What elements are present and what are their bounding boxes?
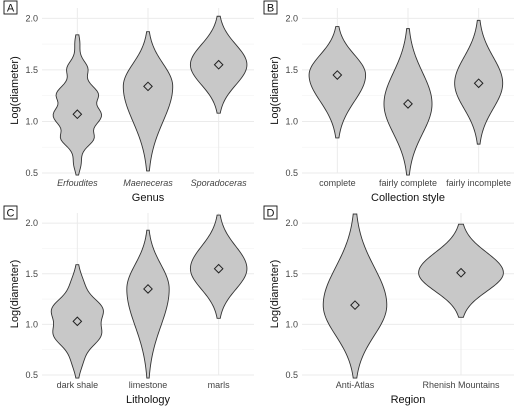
mean-marker — [473, 78, 484, 89]
y-tick-label: 1.0 — [25, 319, 38, 329]
mean-marker — [456, 267, 466, 278]
panel-tag-box — [3, 205, 18, 220]
violin-dark-shale — [50, 264, 104, 379]
y-tick-label: 0.5 — [25, 370, 38, 380]
y-axis-title: Log(diameter) — [269, 56, 281, 124]
x-axis-title: Lithology — [126, 394, 171, 406]
y-tick-label: 2.0 — [285, 13, 298, 23]
y-tick-label: 2.0 — [25, 218, 38, 228]
x-axis-title: Genus — [132, 192, 165, 204]
mean-marker — [350, 300, 360, 311]
x-tick-label: Sporadoceras — [191, 178, 248, 188]
x-tick-label: Erfoudites — [57, 178, 98, 188]
mean-marker — [143, 81, 153, 92]
mean-marker — [72, 316, 83, 327]
y-axis-title: Log(diameter) — [9, 260, 21, 328]
panel-tag-box — [263, 205, 278, 220]
x-tick-label: fairly incomplete — [446, 178, 511, 188]
violin-complete — [308, 26, 367, 139]
violin-erfoudites — [52, 34, 102, 176]
mean-marker — [332, 70, 343, 80]
x-axis-title: Collection style — [371, 192, 445, 204]
violin-fairly-complete — [383, 28, 433, 176]
x-tick-label: Maeneceras — [123, 178, 173, 188]
x-tick-label: dark shale — [57, 380, 99, 390]
violin-sporadoceras — [189, 15, 248, 114]
panel-c: 0.5 1.0 1.5 2.0 dark shale limestone marls Lith… — [3, 205, 254, 406]
violin-marls — [189, 214, 248, 319]
y-tick-label: 1.5 — [25, 65, 38, 75]
x-tick-label: limestone — [129, 380, 168, 390]
violin-maeneceras — [122, 31, 174, 172]
x-tick-label: fairly complete — [379, 178, 437, 188]
panel-tag: D — [267, 208, 275, 220]
y-tick-label: 1.5 — [285, 269, 298, 279]
y-tick-label: 1.0 — [25, 116, 38, 126]
y-tick-label: 2.0 — [25, 13, 38, 23]
panel-tag: B — [267, 3, 274, 15]
y-tick-label: 2.0 — [285, 218, 298, 228]
mean-marker — [213, 263, 224, 274]
y-tick-label: 1.5 — [285, 65, 298, 75]
mean-marker — [143, 284, 153, 294]
violin-limestone — [126, 229, 170, 379]
panel-tag: C — [7, 208, 15, 220]
violin-fairly-incomplete — [454, 19, 504, 145]
panel-tag-box — [263, 0, 278, 15]
y-tick-label: 0.5 — [25, 168, 38, 178]
x-tick-label: Anti-Atlas — [336, 380, 375, 390]
y-tick-label: 0.5 — [285, 168, 298, 178]
violin-rhenish-mountains — [418, 223, 504, 318]
y-tick-label: 1.5 — [25, 269, 38, 279]
panel-tag-box — [3, 0, 18, 15]
y-tick-label: 1.0 — [285, 116, 298, 126]
x-axis-title: Region — [391, 394, 426, 406]
x-tick-label: Rhenish Mountains — [422, 380, 500, 390]
x-tick-label: complete — [319, 178, 356, 188]
y-axis-title: Log(diameter) — [269, 260, 281, 328]
panel-b: 0.5 1.0 1.5 2.0 complete fairly complete fairl… — [263, 0, 514, 204]
mean-marker — [72, 109, 83, 120]
panel-tag: A — [7, 3, 15, 15]
mean-marker — [403, 98, 413, 109]
violin-anti-atlas — [322, 213, 388, 379]
panel-d: 0.5 1.0 1.5 2.0 Anti-Atlas Rhenish Mountains R… — [263, 205, 514, 406]
y-axis-title: Log(diameter) — [9, 56, 21, 124]
panel-a: 0.5 1.0 1.5 2.0 Erfoudites Maeneceras Sporadoc… — [3, 0, 254, 204]
x-tick-label: marls — [208, 380, 230, 390]
y-tick-label: 0.5 — [285, 370, 298, 380]
y-tick-label: 1.0 — [285, 319, 298, 329]
mean-marker — [213, 59, 224, 70]
